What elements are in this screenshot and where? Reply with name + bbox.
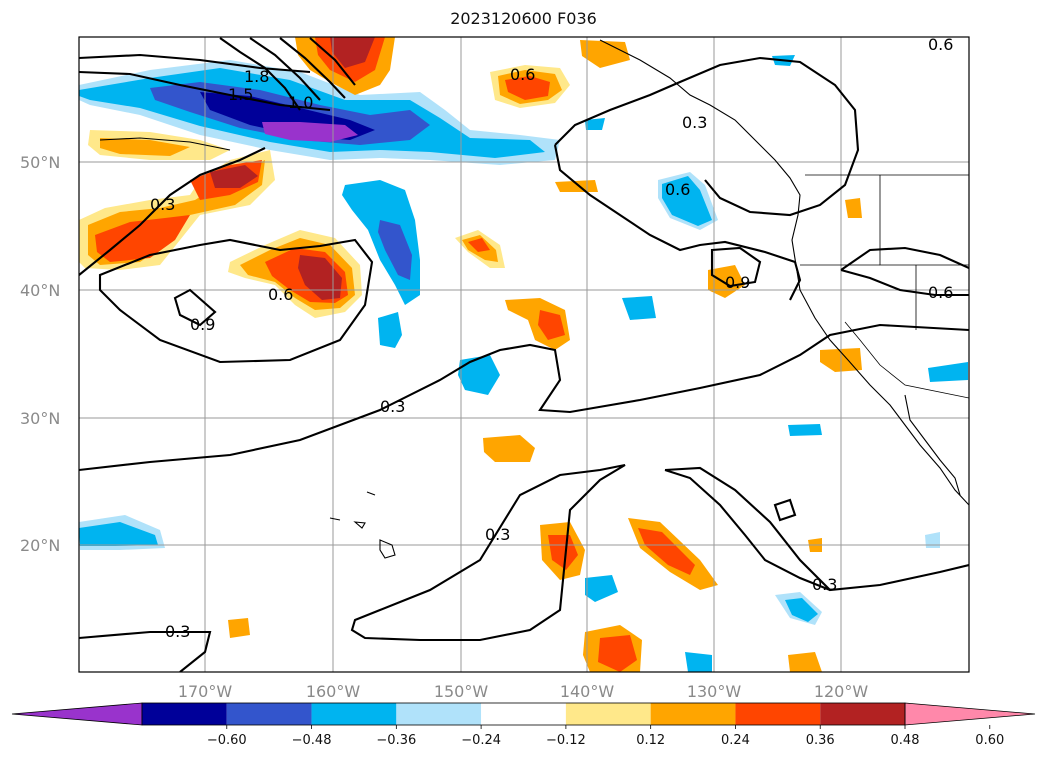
lon-label: 150°W: [434, 682, 489, 701]
colorbar-segment: [650, 703, 736, 725]
lat-label: 50°N: [20, 153, 60, 172]
map-content: [79, 37, 969, 672]
lat-label: 20°N: [20, 536, 60, 555]
latitude-labels: 50°N 40°N 30°N 20°N: [20, 153, 60, 555]
colorbar: −0.60 −0.48 −0.36 −0.24 −0.12 0.12 0.24 0.36 0.4…: [11, 702, 1036, 748]
colorbar-segment: [735, 703, 821, 725]
contour-0.3-central: [350, 463, 626, 642]
anomaly-fills: [79, 37, 968, 672]
coastlines: [99, 39, 969, 559]
lon-label: 160°W: [306, 682, 361, 701]
contour-label: 0.6: [928, 283, 953, 302]
colorbar-extend-high: [904, 702, 1036, 726]
contour-label: 0.6: [268, 285, 293, 304]
contour-0.3-east: [664, 466, 969, 592]
contour-0.3-loop: [79, 630, 212, 672]
contour-label: 0.3: [812, 575, 837, 594]
lon-label: 120°W: [814, 682, 869, 701]
contour-label: 0.9: [725, 273, 750, 292]
colorbar-tick-label: 0.48: [891, 733, 920, 748]
colorbar-tick-label: −0.24: [461, 733, 501, 748]
north-america-coast: [599, 39, 969, 506]
colorbar-extend-low: [11, 702, 143, 726]
contour-label: 0.3: [150, 195, 175, 214]
colorbar-tick-label: −0.36: [376, 733, 416, 748]
lat-label: 40°N: [20, 281, 60, 300]
contour-label: 0.6: [928, 35, 953, 54]
colorbar-segment: [226, 703, 312, 725]
contour-label: 0.3: [485, 525, 510, 544]
contour-label: 0.3: [380, 397, 405, 416]
longitude-labels: 170°W 160°W 150°W 140°W 130°W 120°W: [178, 682, 869, 701]
contour-label: 0.6: [510, 65, 535, 84]
contour-label: 0.6: [665, 180, 690, 199]
contour-label: 1.8: [244, 67, 269, 86]
colorbar-segment: [820, 703, 905, 725]
map-frame: [78, 36, 970, 673]
lon-label: 130°W: [687, 682, 742, 701]
neg-region-aleutian-5: [262, 122, 358, 142]
contour-label: 0.3: [165, 622, 190, 641]
colorbar-tick-label: 0.12: [636, 733, 665, 748]
colorbar-tick-label: 0.24: [721, 733, 750, 748]
colorbar-tick-label: 0.36: [806, 733, 835, 748]
colorbar-tick-label: 0.60: [975, 733, 1004, 748]
contour-label: 1.0: [288, 93, 313, 112]
neg-region-central-core: [378, 220, 412, 280]
colorbar-segment: [481, 703, 566, 725]
map-title: 2023120600 F036: [450, 9, 597, 28]
colorbar-tick-label: −0.60: [207, 733, 247, 748]
lat-label: 30°N: [20, 409, 60, 428]
contour-0.9-west: [98, 238, 374, 364]
colorbar-segment: [565, 703, 651, 725]
colorbar-tick-label: −0.48: [292, 733, 332, 748]
colorbar-segment: [311, 703, 397, 725]
contour-label: 0.3: [682, 113, 707, 132]
colorbar-segment: [396, 703, 482, 725]
colorbar-segment: [142, 703, 227, 725]
contour-0.3-south: [79, 323, 969, 472]
gridlines: [79, 37, 969, 672]
contour-label: 0.9: [190, 315, 215, 334]
lon-label: 140°W: [560, 682, 615, 701]
colorbar-tick-label: −0.12: [546, 733, 586, 748]
contour-0.6-wave: [79, 147, 266, 276]
colorbar-frame: [141, 702, 906, 726]
lon-label: 170°W: [178, 682, 233, 701]
contour-label: 1.5: [228, 85, 253, 104]
contours: [79, 37, 969, 672]
contour-labels: 1.8 1.5 1.0 0.6 0.3 0.6 0.3 0.6 0.9 0.6 …: [150, 35, 953, 641]
